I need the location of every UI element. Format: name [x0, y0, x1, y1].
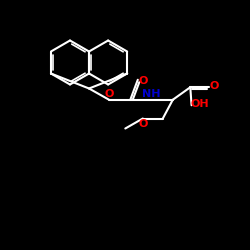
- Text: O: O: [138, 76, 148, 86]
- Text: O: O: [104, 89, 114, 99]
- Text: OH: OH: [190, 99, 209, 109]
- Text: O: O: [138, 119, 147, 129]
- Text: NH: NH: [142, 89, 161, 99]
- Text: O: O: [210, 81, 219, 91]
